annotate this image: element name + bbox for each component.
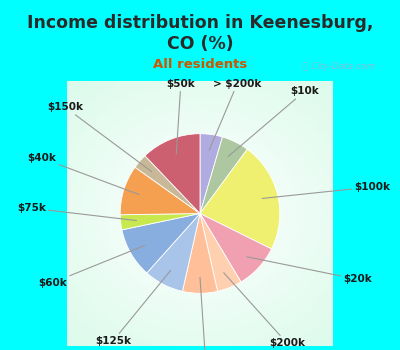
Wedge shape xyxy=(147,214,200,291)
Wedge shape xyxy=(200,214,241,291)
Text: ⓘ City-Data.com: ⓘ City-Data.com xyxy=(303,62,376,71)
Wedge shape xyxy=(122,214,200,273)
Text: $200k: $200k xyxy=(224,273,305,348)
Wedge shape xyxy=(120,214,200,230)
Text: All residents: All residents xyxy=(153,58,247,71)
Text: $10k: $10k xyxy=(228,86,319,156)
Wedge shape xyxy=(200,149,280,249)
Text: $125k: $125k xyxy=(95,270,171,346)
Wedge shape xyxy=(120,167,200,215)
Text: Income distribution in Keenesburg,
CO (%): Income distribution in Keenesburg, CO (%… xyxy=(27,14,373,53)
Text: $20k: $20k xyxy=(247,257,372,285)
Text: > $200k: > $200k xyxy=(209,79,262,150)
Wedge shape xyxy=(200,214,272,282)
Wedge shape xyxy=(135,156,200,214)
Text: $75k: $75k xyxy=(17,203,136,220)
Wedge shape xyxy=(145,134,200,214)
Wedge shape xyxy=(200,137,247,214)
Text: $40k: $40k xyxy=(28,153,139,195)
Text: $150k: $150k xyxy=(47,102,152,172)
Text: $50k: $50k xyxy=(166,79,195,154)
Text: $60k: $60k xyxy=(38,245,145,288)
Text: $30k: $30k xyxy=(191,277,220,350)
Wedge shape xyxy=(182,214,218,293)
Wedge shape xyxy=(200,134,222,214)
Text: $100k: $100k xyxy=(262,182,390,198)
